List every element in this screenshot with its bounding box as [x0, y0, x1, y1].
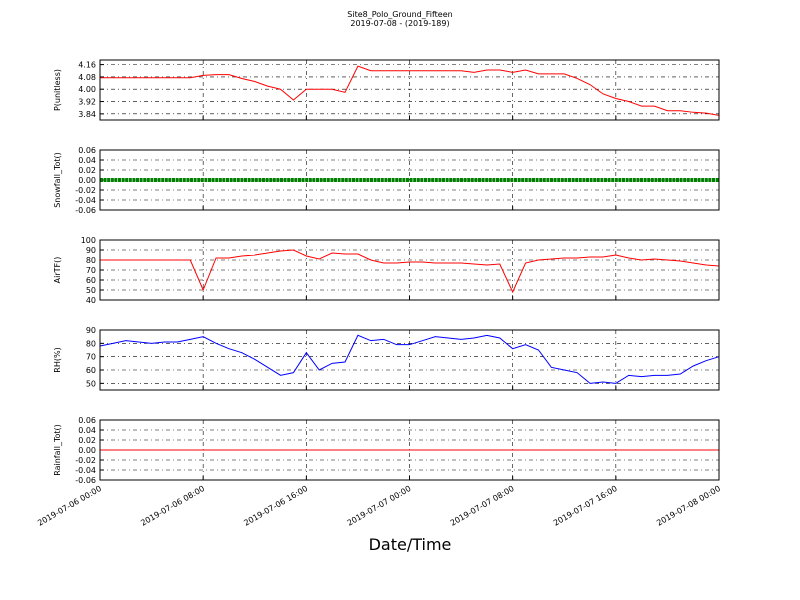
- x-tick-label: 2019-07-07 16:00: [552, 484, 619, 528]
- axes-frame: [99, 239, 720, 301]
- y-tick-label: 3.84: [78, 110, 96, 119]
- data-line: [100, 249, 720, 294]
- axes-frame: [99, 149, 720, 211]
- y-tick-label: -0.06: [75, 206, 96, 215]
- y-tick-label: 0.06: [78, 416, 96, 425]
- y-tick-label: 0.02: [78, 436, 96, 445]
- y-tick-label: 0.00: [78, 446, 96, 455]
- y-tick-label: 70: [86, 266, 96, 275]
- y-tick-label: -0.06: [75, 476, 96, 485]
- figure-title: Site8_Polo_Ground_Fifteen: [347, 10, 452, 19]
- y-axis-label: AirTF(): [53, 257, 62, 284]
- y-tick-label: 50: [86, 379, 96, 388]
- y-tick-label: 70: [86, 353, 96, 362]
- axes-frame: [99, 59, 720, 121]
- data-line: [99, 334, 720, 384]
- y-axis-label: P(unitless): [53, 69, 62, 111]
- x-tick-label: 2019-07-07 00:00: [346, 484, 413, 528]
- y-tick-label: 90: [86, 246, 96, 255]
- y-tick-label: -0.04: [75, 466, 96, 475]
- y-tick-label: 40: [86, 296, 96, 305]
- y-axis-label: RH(%): [53, 347, 62, 372]
- axes-frame: [99, 419, 720, 481]
- data-line: [100, 65, 720, 116]
- y-tick-label: 4.00: [78, 85, 96, 94]
- y-tick-label: 80: [86, 339, 96, 348]
- x-tick-label: 2019-07-06 00:00: [36, 484, 103, 528]
- y-axis-label: Snowfall_Tot(): [53, 152, 62, 208]
- y-tick-label: 60: [86, 366, 96, 375]
- y-tick-label: 0.00: [78, 176, 96, 185]
- y-tick-label: 0.04: [78, 156, 96, 165]
- y-tick-label: 80: [86, 256, 96, 265]
- x-tick-label: 2019-07-06 08:00: [139, 484, 206, 528]
- x-tick-label: 2019-07-07 08:00: [449, 484, 516, 528]
- y-tick-label: 50: [86, 286, 96, 295]
- y-tick-label: 60: [86, 276, 96, 285]
- y-tick-label: 90: [86, 326, 96, 335]
- y-axis-label: Rainfall_Tot(): [53, 424, 62, 476]
- x-axis-label: Date/Time: [369, 535, 452, 554]
- y-tick-label: -0.04: [75, 196, 96, 205]
- y-tick-label: -0.02: [75, 186, 96, 195]
- y-tick-label: -0.02: [75, 456, 96, 465]
- axes-frame: [99, 329, 720, 391]
- y-tick-label: 0.02: [78, 166, 96, 175]
- y-tick-label: 0.06: [78, 146, 96, 155]
- x-tick-label: 2019-07-06 16:00: [242, 484, 309, 528]
- x-tick-label: 2019-07-08 00:00: [655, 484, 722, 528]
- y-tick-label: 4.08: [78, 73, 96, 82]
- y-tick-label: 4.16: [78, 61, 96, 70]
- y-tick-label: 0.04: [78, 426, 96, 435]
- y-tick-label: 100: [81, 236, 96, 245]
- y-tick-label: 3.92: [78, 98, 96, 107]
- figure-subtitle: 2019-07-08 - (2019-189): [350, 19, 449, 28]
